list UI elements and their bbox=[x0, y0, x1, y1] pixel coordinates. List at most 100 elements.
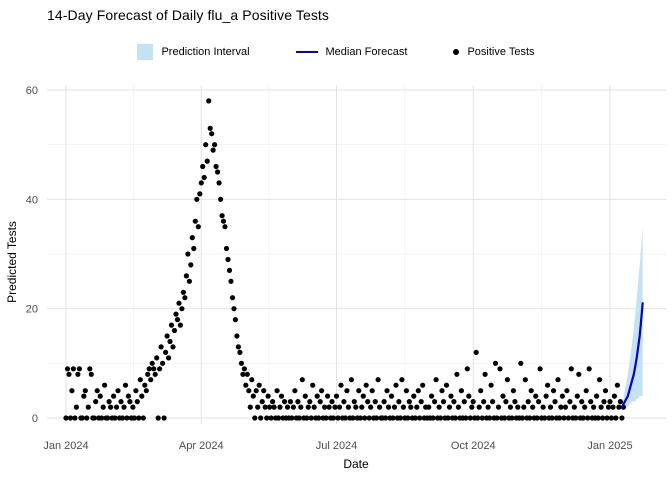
scatter-point bbox=[497, 366, 503, 372]
scatter-point bbox=[363, 382, 369, 388]
scatter-point bbox=[256, 382, 262, 388]
scatter-point bbox=[228, 278, 234, 284]
scatter-point bbox=[170, 344, 176, 350]
scatter-point bbox=[75, 371, 81, 377]
scatter-point bbox=[397, 415, 403, 421]
scatter-point bbox=[67, 415, 74, 421]
scatter-point bbox=[412, 415, 418, 421]
scatter-point bbox=[333, 393, 340, 399]
scatter-point bbox=[234, 333, 240, 339]
scatter-point bbox=[537, 366, 543, 372]
grid-layer bbox=[47, 85, 666, 424]
scatter-point bbox=[112, 415, 118, 421]
scatter-point bbox=[356, 388, 362, 394]
scatter-point bbox=[580, 415, 586, 421]
scatter-point bbox=[495, 404, 502, 410]
scatter-point bbox=[561, 415, 567, 421]
scatter-point bbox=[547, 404, 554, 410]
scatter-point bbox=[148, 377, 154, 383]
scatter-point bbox=[470, 399, 476, 405]
scatter-point bbox=[348, 377, 354, 383]
scatter-point bbox=[391, 404, 398, 410]
scatter-point bbox=[515, 404, 521, 410]
scatter-point bbox=[173, 311, 179, 317]
scatter-point bbox=[374, 415, 380, 421]
scatter-point bbox=[611, 393, 618, 399]
scatter-point bbox=[400, 404, 406, 410]
scatter-point bbox=[249, 377, 255, 383]
x-tick-label: Jan 2025 bbox=[587, 440, 632, 452]
scatter-point bbox=[452, 415, 458, 421]
scatter-point bbox=[556, 415, 563, 421]
scatter-point bbox=[338, 382, 344, 388]
scatter-point bbox=[66, 371, 72, 377]
scatter-point bbox=[613, 415, 619, 421]
scatter-point bbox=[218, 196, 224, 202]
scatter-point bbox=[99, 415, 105, 421]
scatter-point bbox=[119, 415, 126, 421]
scatter-point bbox=[210, 147, 216, 153]
x-tick-label: Jan 2024 bbox=[43, 440, 88, 452]
scatter-point bbox=[588, 399, 594, 405]
scatter-point bbox=[342, 415, 348, 421]
scatter-point bbox=[154, 355, 160, 361]
scatter-point bbox=[591, 404, 597, 410]
scatter-point bbox=[461, 399, 467, 405]
median-forecast-layer bbox=[620, 302, 644, 409]
scatter-point bbox=[494, 415, 500, 421]
scatter-point bbox=[186, 278, 192, 284]
positive-tests-swatch bbox=[453, 49, 460, 55]
scatter-point bbox=[458, 388, 464, 394]
scatter-point bbox=[594, 393, 600, 399]
scatter-point bbox=[617, 399, 624, 405]
scatter-point bbox=[601, 399, 607, 405]
y-tick-label: 40 bbox=[26, 194, 38, 206]
scatter-point bbox=[610, 404, 616, 410]
scatter-point bbox=[113, 404, 120, 410]
scatter-point bbox=[467, 415, 473, 421]
scatter-point bbox=[174, 317, 181, 323]
scatter-point bbox=[605, 404, 612, 410]
scatter-point bbox=[478, 388, 484, 394]
scatter-point bbox=[314, 393, 320, 399]
x-axis-title: Date bbox=[343, 457, 369, 471]
scatter-point bbox=[204, 158, 210, 164]
scatter-point bbox=[271, 404, 277, 410]
scatter-point bbox=[255, 404, 261, 410]
scatter-point bbox=[85, 404, 91, 410]
y-axis-title: Predicted Tests bbox=[5, 221, 19, 303]
scatter-point bbox=[265, 393, 271, 399]
scatter-point bbox=[406, 399, 412, 405]
scatter-point bbox=[344, 388, 350, 394]
scatter-point bbox=[79, 415, 85, 421]
scatter-point bbox=[275, 415, 282, 421]
scatter-point bbox=[550, 388, 557, 394]
scatter-point bbox=[403, 388, 409, 394]
scatter-point bbox=[316, 415, 322, 421]
scatter-point bbox=[549, 415, 555, 421]
scatter-point bbox=[149, 360, 155, 366]
scatter-point bbox=[488, 382, 494, 388]
scatter-point bbox=[136, 415, 142, 421]
scatter-point bbox=[500, 393, 506, 399]
scatter-point bbox=[616, 404, 622, 410]
scatter-point bbox=[350, 415, 356, 421]
scatter-point bbox=[278, 393, 285, 399]
scatter-point bbox=[448, 393, 454, 399]
scatter-point bbox=[91, 415, 97, 421]
scatter-point bbox=[274, 388, 280, 394]
scatter-point bbox=[160, 360, 166, 366]
scatter-point bbox=[559, 393, 566, 399]
scatter-point bbox=[115, 388, 121, 394]
chart-title: 14-Day Forecast of Daily flu_a Positive … bbox=[47, 7, 330, 23]
scatter-point bbox=[287, 399, 293, 405]
scatter-point bbox=[464, 366, 470, 372]
scatter-point bbox=[329, 399, 335, 405]
scatter-point bbox=[446, 404, 453, 410]
scatter-point bbox=[155, 415, 161, 421]
scatter-point bbox=[166, 355, 172, 361]
scatter-point bbox=[102, 382, 108, 388]
scatter-point bbox=[180, 289, 186, 295]
scatter-point bbox=[408, 404, 414, 410]
